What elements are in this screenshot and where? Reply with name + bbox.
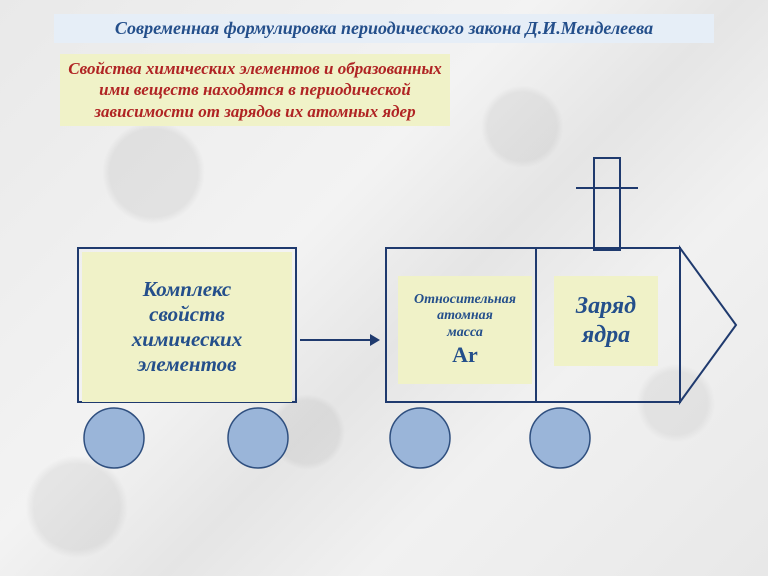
trailer-wheel-1 — [228, 408, 288, 468]
engine-nose — [680, 248, 736, 402]
engine-wheel-0 — [390, 408, 450, 468]
atomic-mass-label: ОтносительнаяатомнаямассаAr — [398, 276, 532, 384]
nuclear-charge-label: Зарядядра — [554, 276, 658, 366]
chimney — [594, 158, 620, 250]
trailer-wheel-0 — [84, 408, 144, 468]
engine-wheel-1 — [530, 408, 590, 468]
trailer-label: Комплекссвойствхимическихэлементов — [82, 252, 292, 402]
coupling-arrow-head — [370, 334, 380, 346]
